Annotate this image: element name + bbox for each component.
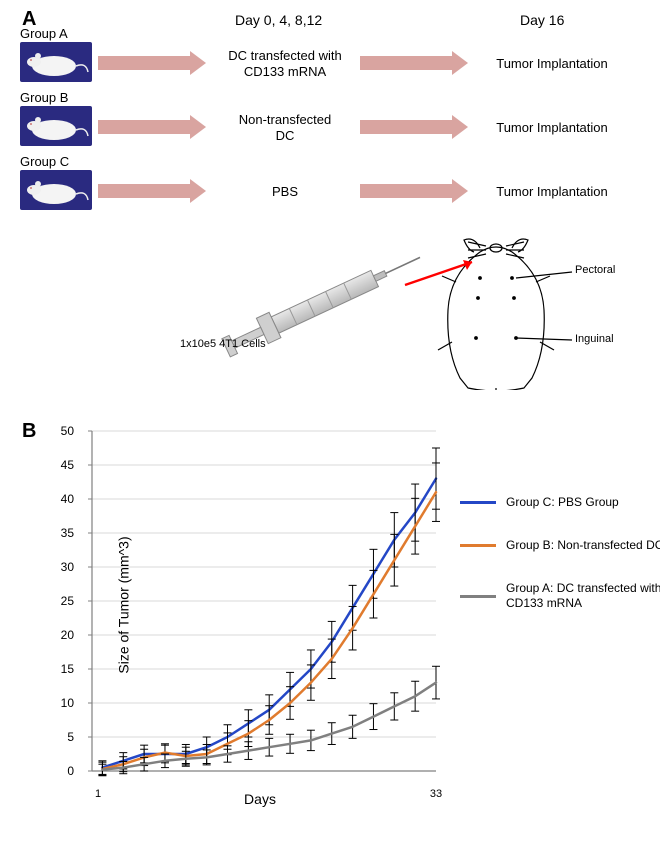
legend-label: Group C: PBS Group	[506, 495, 619, 510]
anat-inguinal: Inguinal	[575, 333, 614, 345]
x-tick-right: 33	[430, 788, 442, 800]
y-tick-label: 35	[61, 526, 80, 540]
y-tick-label: 10	[61, 696, 80, 710]
outcome-label: Tumor Implantation	[472, 184, 632, 200]
chart-legend: Group C: PBS Group Group B: Non-transfect…	[460, 495, 660, 639]
arrow-icon	[360, 184, 468, 198]
outcome-label: Tumor Implantation	[472, 120, 632, 136]
group-row: Group CPBSTumor Implantation	[20, 170, 640, 218]
y-tick-label: 5	[67, 730, 80, 744]
panel-b: Size of Tumor (mm^3) Days 0 5 10 15 20 25 30 35…	[20, 415, 655, 845]
group-label: Group A	[20, 26, 68, 41]
legend-item: Group C: PBS Group	[460, 495, 660, 510]
treatment-label: PBS	[210, 184, 360, 200]
legend-swatch	[460, 501, 496, 504]
legend-item: Group B: Non-transfected DC	[460, 538, 660, 553]
cells-label: 1x10e5 4T1 Cells	[180, 338, 266, 350]
timeline-col2: Day 16	[520, 12, 564, 28]
treatment-label: Non-transfectedDC	[210, 112, 360, 143]
outcome-label: Tumor Implantation	[472, 56, 632, 72]
y-tick-label: 20	[61, 628, 80, 642]
mouse-icon	[20, 170, 92, 210]
x-tick-left: 1	[95, 788, 101, 800]
legend-item: Group A: DC transfected with CD133 mRNA	[460, 581, 660, 611]
y-tick-label: 15	[61, 662, 80, 676]
y-tick-label: 45	[61, 458, 80, 472]
arrow-icon	[360, 56, 468, 70]
y-axis-label: Size of Tumor (mm^3)	[116, 536, 132, 673]
arrow-icon	[98, 56, 206, 70]
mouse-icon	[20, 42, 92, 82]
panel-a: Day 0, 4, 8,12 Day 16 Group ADC transfec…	[20, 10, 640, 390]
group-label: Group C	[20, 154, 69, 169]
y-tick-label: 50	[61, 424, 80, 438]
legend-label: Group A: DC transfected with CD133 mRNA	[506, 581, 660, 611]
legend-swatch	[460, 595, 496, 598]
y-tick-label: 40	[61, 492, 80, 506]
tumor-chart: Size of Tumor (mm^3) Days 05101520253035…	[80, 425, 440, 785]
arrow-icon	[98, 184, 206, 198]
group-row: Group ADC transfected withCD133 mRNATumo…	[20, 42, 640, 90]
y-tick-label: 25	[61, 594, 80, 608]
group-row: Group BNon-transfectedDCTumor Implantati…	[20, 106, 640, 154]
legend-label: Group B: Non-transfected DC	[506, 538, 660, 553]
treatment-label: DC transfected withCD133 mRNA	[210, 48, 360, 79]
y-tick-label: 30	[61, 560, 80, 574]
mouse-icon	[20, 106, 92, 146]
x-axis-label: Days	[244, 791, 276, 807]
y-tick-label: 0	[67, 764, 80, 778]
anat-pectoral: Pectoral	[575, 264, 615, 276]
injection-diagram: 1x10e5 4T1 Cells Pectoral Inguinal	[180, 230, 610, 390]
timeline-col1: Day 0, 4, 8,12	[235, 12, 322, 28]
arrow-icon	[360, 120, 468, 134]
legend-swatch	[460, 544, 496, 547]
group-label: Group B	[20, 90, 68, 105]
arrow-icon	[98, 120, 206, 134]
